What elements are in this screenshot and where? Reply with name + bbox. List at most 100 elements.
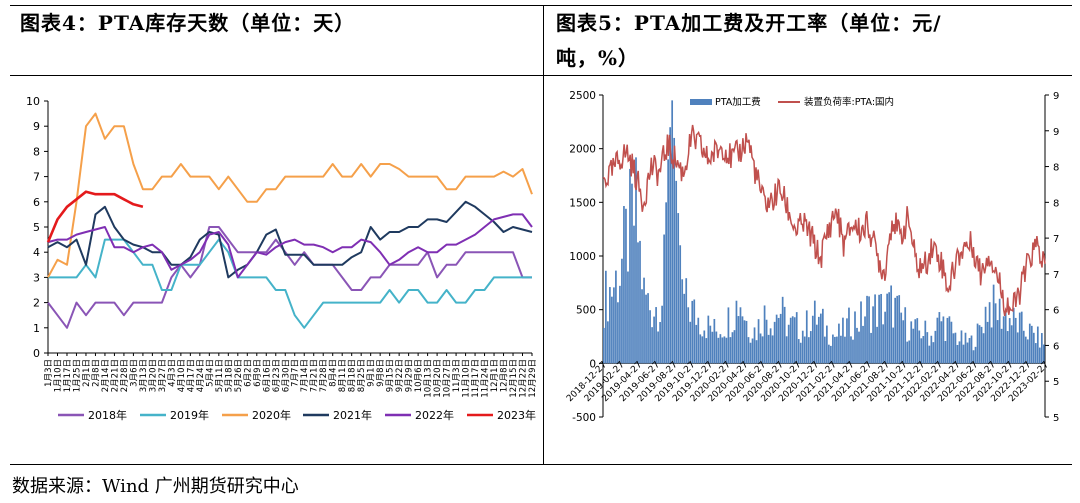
spread-bar [956,344,959,364]
spread-bar [723,336,726,364]
x-tick-label: 9月8日 [376,359,386,387]
spread-bar [894,297,897,364]
spread-bar [830,345,832,364]
spread-bar [1036,326,1039,364]
x-tick-label: 10月27日 [443,359,453,398]
spread-bar [852,339,854,364]
spread-bar [627,271,629,364]
spread-bar [719,334,722,364]
spread-bar [960,330,963,364]
spread-bar [815,324,818,364]
series-line-2023年 [46,190,144,243]
spread-bar [617,302,619,364]
spread-bar [699,334,702,364]
x-tick-label: 9月22日 [395,359,405,392]
spread-bar [920,338,923,364]
spread-bar [912,328,915,364]
spread-bar [777,317,780,364]
series-line-2021年 [47,200,533,279]
x-tick-label: 7月21日 [310,359,320,392]
spread-bar [1018,312,1021,364]
right-y-tick-label: 7 [1053,234,1059,245]
spread-bar [793,317,796,364]
spread-bar [603,327,605,364]
spread-bar [657,331,659,364]
x-tick-label: 7月7日 [291,359,301,387]
spread-bar [892,327,895,364]
spread-bar [900,312,903,364]
spread-bar [741,316,744,364]
spread-bar [860,301,862,364]
spread-bar [709,325,712,364]
right-y-tick-label: 9 [1053,127,1059,138]
x-tick-label: 10月6日 [414,359,424,392]
spread-bar [809,331,812,364]
left-y-tick-label: 0 [589,358,596,370]
spread-bar [651,327,653,364]
spread-bar [1030,325,1033,364]
x-tick-label: 5月4日 [205,359,215,387]
legend-label-2018年: 2018年 [88,408,127,422]
spread-bar [914,319,917,364]
spread-bar [693,299,696,364]
x-tick-label: 2月14日 [101,359,111,392]
legend-label-rate: 装置负荷率:PTA:国内 [804,96,894,108]
x-tick-label: 9月15日 [386,359,396,392]
spread-bar [950,321,953,364]
spread-bar [904,307,907,364]
spread-bar [647,293,649,364]
spread-bar [671,100,674,364]
spread-bar [1002,316,1005,364]
spread-bar [791,316,794,364]
x-tick-label: 11月17日 [471,359,481,398]
spread-bar [824,336,826,364]
spread-bar [932,342,935,364]
spread-bar [962,344,965,364]
spread-bar [868,296,870,364]
y-tick-label: 3 [33,271,40,284]
spread-bar [958,341,961,364]
spread-bar [805,310,808,364]
x-tick-label: 12月8日 [500,359,510,392]
spread-bar [994,303,997,364]
x-tick-label: 7月14日 [300,359,310,392]
x-tick-label: 2月1日 [82,359,92,387]
spread-bar [880,293,882,364]
right-y-tick-label: 6 [1053,341,1059,352]
spread-bar [701,336,704,364]
x-tick-label: 12月22日 [519,359,529,398]
spread-bar [890,285,893,364]
x-tick-label: 6月30日 [281,359,291,392]
spread-bar [703,330,706,364]
spread-bar [629,168,631,364]
spread-bar [653,316,655,364]
y-tick-label: 7 [33,171,40,184]
spread-bar [813,300,816,364]
spread-bar [864,316,866,364]
x-tick-label: 9月1日 [367,359,377,387]
spread-bar [828,344,830,364]
figure-frame [10,5,1072,465]
right-chart-title-line1: 图表5：PTA加工费及开工率（单位：元/ [556,11,942,35]
spread-bar [807,337,810,364]
spread-bar [1016,332,1019,364]
legend-swatch-spread [690,99,712,105]
spread-bar [801,330,804,364]
spread-bar [789,317,792,364]
x-tick-label: 12月15日 [509,359,519,398]
spread-bar [645,294,647,364]
spread-bar [619,285,621,364]
spread-bar [661,305,663,364]
spread-bar [717,337,720,364]
spread-bar [1028,323,1031,364]
spread-bar [990,327,993,364]
spread-bar [968,337,971,364]
left-y-tick-label: 1000 [569,251,596,263]
spread-bar [639,240,641,364]
spread-bar [659,322,661,364]
spread-bar [998,298,1001,364]
x-tick-label: 8月25日 [357,359,367,392]
spread-bar [866,295,868,364]
y-tick-label: 9 [33,120,40,133]
spread-bar [685,278,688,364]
